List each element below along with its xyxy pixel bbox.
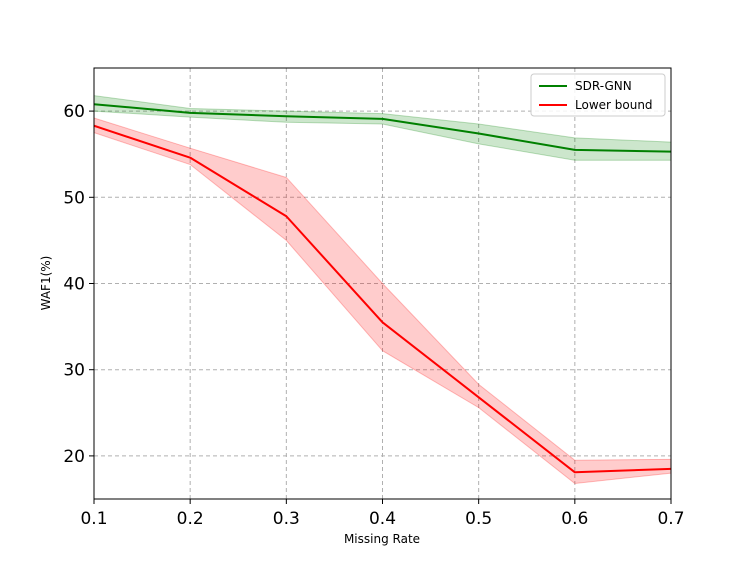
x-tick-label: 0.5 bbox=[465, 509, 492, 529]
grid bbox=[94, 68, 671, 499]
legend-label-lower-bound: Lower bound bbox=[575, 98, 653, 112]
x-tick-label: 0.4 bbox=[369, 509, 396, 529]
y-tick-label: 40 bbox=[63, 275, 85, 295]
x-tick-label: 0.6 bbox=[561, 509, 588, 529]
legend: SDR-GNN Lower bound bbox=[530, 73, 666, 117]
y-tick-label: 20 bbox=[63, 447, 85, 467]
x-tick-label: 0.7 bbox=[657, 509, 684, 529]
y-tick-label: 60 bbox=[63, 102, 85, 122]
legend-label-sdr-gnn: SDR-GNN bbox=[575, 79, 632, 93]
x-axis-label: Missing Rate bbox=[344, 532, 420, 546]
x-tick-label: 0.1 bbox=[80, 509, 107, 529]
line-sdr-gnn bbox=[93, 103, 672, 153]
y-axis-label: WAF1(%) bbox=[39, 256, 53, 311]
line-lower-bound bbox=[93, 124, 672, 474]
x-tick-label: 0.3 bbox=[273, 509, 300, 529]
x-tick-label: 0.2 bbox=[177, 509, 204, 529]
y-tick-label: 30 bbox=[63, 361, 85, 381]
series-lines bbox=[93, 103, 672, 474]
axis-ticks: 0.1 0.2 0.3 0.4 0.5 0.6 0.7 20 30 40 50 60 bbox=[63, 102, 684, 529]
y-tick-label: 50 bbox=[63, 188, 85, 208]
